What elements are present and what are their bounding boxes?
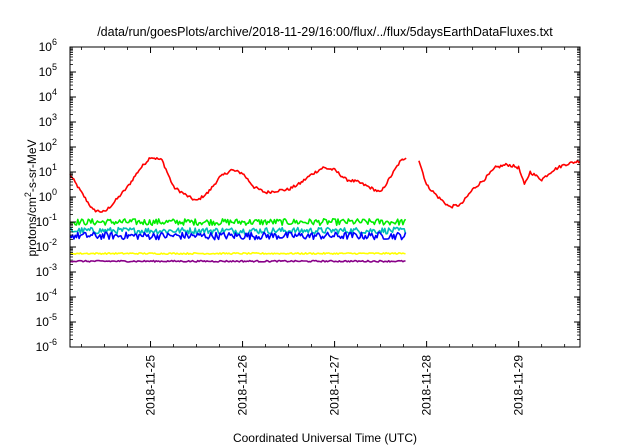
y-tick-label: 105 <box>39 62 57 79</box>
series-line <box>69 231 407 241</box>
y-tick-label: 106 <box>39 37 57 54</box>
series-line <box>69 157 581 213</box>
y-tick-label: 104 <box>39 87 57 104</box>
x-tick-label: 2018-11-26 <box>236 355 250 416</box>
y-tick-label: 10-6 <box>36 337 57 354</box>
y-tick-label: 10-3 <box>36 262 57 279</box>
series-line <box>69 218 407 226</box>
x-axis: 2018-11-25 2018-11-26 2018-11-27 2018-11-28… <box>81 47 566 416</box>
x-tick-label: 2018-11-27 <box>328 355 342 416</box>
y-tick-label: 10-2 <box>36 237 57 254</box>
y-tick-label: 101 <box>39 162 57 179</box>
y-axis-label-prefix: protons/cm <box>25 197 39 256</box>
y-tick-label: 103 <box>39 112 57 129</box>
y-axis-label: protons/cm2-s-sr-MeV <box>23 139 39 256</box>
y-tick-label: 10-5 <box>36 312 57 329</box>
y-tick-label: 100 <box>39 187 57 204</box>
y-axis: 10-6 10-5 10-4 10-3 10-2 10-1 100 101 102 103 104 1… <box>36 37 580 354</box>
series-line <box>69 251 406 255</box>
x-tick-label: 2018-11-28 <box>420 355 434 416</box>
y-tick-label: 102 <box>39 137 57 154</box>
x-tick-label: 2018-11-25 <box>144 355 158 416</box>
series-line <box>69 259 406 263</box>
x-axis-label: Coordinated Universal Time (UTC) <box>233 431 417 445</box>
x-tick-label: 2018-11-29 <box>512 355 526 416</box>
chart-title: /data/run/goesPlots/archive/2018-11-29/1… <box>97 25 553 39</box>
y-tick-label: 10-1 <box>36 212 57 229</box>
y-tick-label: 10-4 <box>36 287 57 304</box>
y-axis-label-suffix: -s-sr-MeV <box>25 139 39 192</box>
series-layer <box>69 157 581 263</box>
y-axis-label-superscript: 2 <box>23 192 33 197</box>
